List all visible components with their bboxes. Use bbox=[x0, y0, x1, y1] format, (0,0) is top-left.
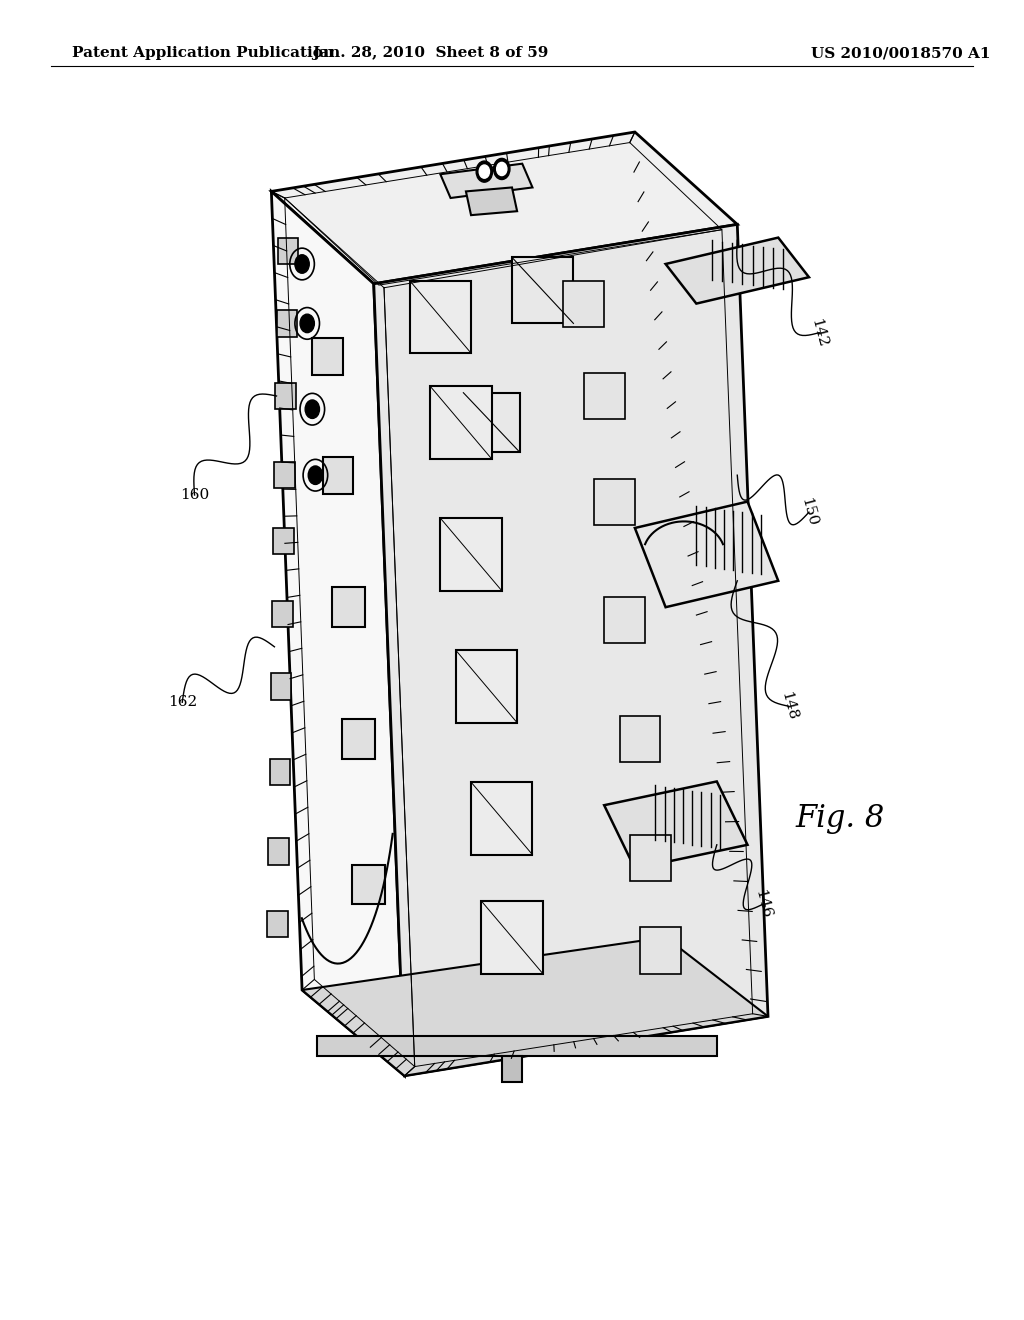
Polygon shape bbox=[271, 132, 737, 284]
Polygon shape bbox=[274, 462, 295, 488]
Text: Fig. 8: Fig. 8 bbox=[795, 803, 885, 834]
Polygon shape bbox=[620, 715, 660, 763]
Polygon shape bbox=[604, 597, 645, 643]
Polygon shape bbox=[635, 502, 778, 607]
Polygon shape bbox=[317, 1036, 717, 1056]
Polygon shape bbox=[312, 338, 343, 375]
Text: 146: 146 bbox=[753, 888, 773, 920]
Polygon shape bbox=[463, 393, 519, 451]
Circle shape bbox=[305, 400, 319, 418]
Polygon shape bbox=[272, 601, 293, 627]
Polygon shape bbox=[275, 383, 296, 409]
Text: 160: 160 bbox=[180, 488, 209, 502]
Polygon shape bbox=[276, 310, 297, 337]
Polygon shape bbox=[268, 838, 289, 865]
Polygon shape bbox=[302, 937, 768, 1076]
Polygon shape bbox=[584, 374, 625, 420]
Polygon shape bbox=[278, 238, 298, 264]
Circle shape bbox=[476, 161, 493, 182]
Circle shape bbox=[479, 165, 489, 178]
Polygon shape bbox=[271, 673, 292, 700]
Polygon shape bbox=[456, 651, 517, 723]
Polygon shape bbox=[471, 781, 532, 855]
Text: Jan. 28, 2010  Sheet 8 of 59: Jan. 28, 2010 Sheet 8 of 59 bbox=[312, 46, 548, 61]
Polygon shape bbox=[481, 900, 543, 974]
Polygon shape bbox=[640, 927, 681, 974]
Polygon shape bbox=[666, 238, 809, 304]
Polygon shape bbox=[430, 385, 492, 458]
Polygon shape bbox=[410, 281, 471, 352]
Circle shape bbox=[494, 158, 510, 180]
Text: US 2010/0018570 A1: US 2010/0018570 A1 bbox=[811, 46, 991, 61]
Text: 148: 148 bbox=[778, 690, 799, 722]
Text: 162: 162 bbox=[168, 696, 197, 709]
Circle shape bbox=[497, 162, 507, 176]
Polygon shape bbox=[630, 836, 671, 882]
Polygon shape bbox=[440, 164, 532, 198]
Polygon shape bbox=[604, 781, 748, 869]
Polygon shape bbox=[323, 457, 353, 494]
Circle shape bbox=[300, 314, 314, 333]
Polygon shape bbox=[332, 587, 365, 627]
Polygon shape bbox=[352, 865, 385, 904]
Polygon shape bbox=[342, 719, 375, 759]
Circle shape bbox=[295, 255, 309, 273]
Polygon shape bbox=[594, 479, 635, 524]
Polygon shape bbox=[466, 187, 517, 215]
Polygon shape bbox=[271, 191, 404, 1076]
Polygon shape bbox=[440, 519, 502, 591]
Polygon shape bbox=[269, 759, 290, 785]
Text: 142: 142 bbox=[809, 317, 829, 348]
Polygon shape bbox=[563, 281, 604, 326]
Polygon shape bbox=[374, 224, 768, 1076]
Text: Patent Application Publication: Patent Application Publication bbox=[72, 46, 334, 61]
Polygon shape bbox=[273, 528, 294, 554]
Circle shape bbox=[308, 466, 323, 484]
Polygon shape bbox=[267, 911, 288, 937]
Polygon shape bbox=[502, 1056, 522, 1082]
Text: 150: 150 bbox=[799, 496, 819, 528]
Polygon shape bbox=[512, 257, 573, 323]
